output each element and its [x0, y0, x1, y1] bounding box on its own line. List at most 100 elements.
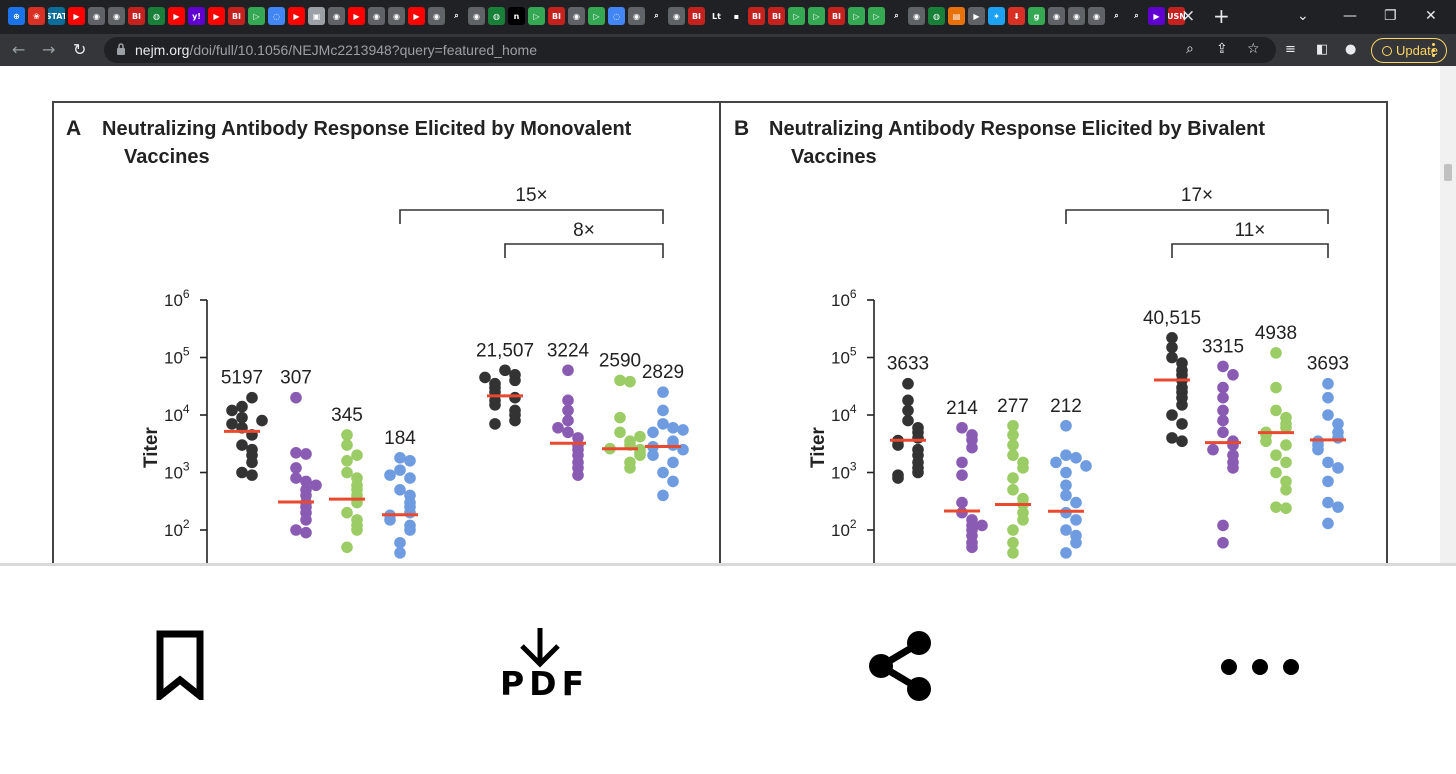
tab-favicon[interactable]: ◌ [608, 7, 625, 25]
tab-favicon[interactable]: BI [828, 7, 845, 25]
tab-favicon[interactable]: ⌕ [888, 7, 905, 25]
tab-favicon[interactable]: ◍ [488, 7, 505, 25]
tab-favicon[interactable]: ◌ [268, 7, 285, 25]
address-bar[interactable]: nejm.org/doi/full/10.1056/NEJMc2213948?q… [104, 37, 1276, 63]
tab-favicon[interactable]: ◉ [1048, 7, 1065, 25]
reading-list-icon[interactable]: ≡ [1285, 42, 1296, 57]
bookmark-button[interactable] [156, 630, 204, 704]
share-button[interactable] [866, 630, 936, 706]
tab-favicon[interactable]: ◍ [928, 7, 945, 25]
reload-icon[interactable]: ↻ [73, 40, 87, 59]
tab-favicon[interactable]: BI [548, 7, 565, 25]
bookmark-star-icon[interactable]: ☆ [1247, 41, 1260, 57]
tab-favicon[interactable]: g [1028, 7, 1045, 25]
tab-favicon[interactable]: ▶ [408, 7, 425, 25]
data-point [1007, 449, 1019, 461]
back-icon[interactable]: ← [12, 40, 26, 59]
tab-favicon[interactable]: n [508, 7, 525, 25]
tab-favicon[interactable]: ▪ [728, 7, 745, 25]
tab-favicon[interactable]: ◉ [468, 7, 485, 25]
tab-favicon[interactable]: ▶ [288, 7, 305, 25]
forward-icon[interactable]: → [42, 40, 56, 59]
tab-favicon[interactable]: ◉ [328, 7, 345, 25]
tab-favicon[interactable]: ▶ [168, 7, 185, 25]
tab-favicon[interactable]: ◉ [1068, 7, 1085, 25]
tab-favicon[interactable]: BI [768, 7, 785, 25]
share-page-icon[interactable]: ⇪ [1216, 41, 1228, 57]
tab-favicon[interactable]: ◍ [148, 7, 165, 25]
data-point [562, 426, 574, 439]
tab-favicon[interactable]: STAT [48, 7, 65, 25]
tab-favicon[interactable]: ◉ [628, 7, 645, 25]
side-panel-icon[interactable]: ◧ [1316, 42, 1329, 57]
tab-favicon[interactable]: ◉ [668, 7, 685, 25]
data-point [1322, 391, 1334, 404]
browser-menu-icon[interactable] [1432, 43, 1436, 57]
tab-favicon[interactable]: USN [1168, 7, 1185, 25]
median-value-label: 345 [331, 405, 363, 426]
tab-favicon[interactable]: ◉ [428, 7, 445, 25]
tab-favicon[interactable]: Lt [708, 7, 725, 25]
tab-favicon[interactable]: ▤ [948, 7, 965, 25]
tab-favicon[interactable]: ▶ [208, 7, 225, 25]
tab-favicon[interactable]: ◉ [388, 7, 405, 25]
close-tab-icon[interactable]: × [1181, 6, 1196, 26]
tab-favicon[interactable]: ▣ [308, 7, 325, 25]
tab-favicon[interactable]: ▶ [348, 7, 365, 25]
minimize-icon[interactable]: — [1343, 8, 1357, 24]
data-point [1270, 404, 1282, 417]
tab-favicon[interactable]: ◉ [108, 7, 125, 25]
tab-favicon[interactable]: ◉ [908, 7, 925, 25]
tab-favicon[interactable]: BI [228, 7, 245, 25]
more-options-button[interactable] [1218, 656, 1304, 682]
tab-search-icon[interactable]: ⌄ [1297, 8, 1309, 24]
data-point [300, 514, 312, 526]
tab-favicon[interactable]: ◉ [1088, 7, 1105, 25]
tab-favicon[interactable]: ▷ [588, 7, 605, 25]
tab-favicon[interactable]: ◉ [368, 7, 385, 25]
tab-favicon[interactable]: ▷ [808, 7, 825, 25]
scrollbar-thumb[interactable] [1444, 164, 1452, 181]
tab-favicon[interactable]: ▷ [788, 7, 805, 25]
tab-favicon[interactable]: ⌕ [1128, 7, 1145, 25]
update-button[interactable]: Update [1371, 38, 1447, 63]
close-window-icon[interactable]: ✕ [1425, 8, 1437, 24]
tab-favicon[interactable]: BI [128, 7, 145, 25]
data-point [634, 449, 646, 461]
new-tab-button[interactable]: + [1213, 4, 1230, 28]
tab-favicon[interactable]: ▶ [68, 7, 85, 25]
zoom-icon[interactable]: ⌕ [1186, 41, 1194, 57]
tab-favicon[interactable]: ❀ [28, 7, 45, 25]
tab-favicon[interactable]: ⬇ [1008, 7, 1025, 25]
tab-favicon[interactable]: ◉ [88, 7, 105, 25]
tab-favicon[interactable]: BI [748, 7, 765, 25]
tab-favicon[interactable]: ▷ [868, 7, 885, 25]
data-point [1322, 475, 1334, 488]
tab-favicon[interactable]: y! [188, 7, 205, 25]
data-point [509, 374, 521, 387]
tab-favicon[interactable]: BI [688, 7, 705, 25]
tab-favicon[interactable]: ⊕ [8, 7, 25, 25]
data-point [647, 449, 659, 461]
data-point [236, 411, 248, 424]
page-scrollbar[interactable] [1440, 66, 1456, 563]
data-point [1007, 429, 1019, 441]
tab-favicon[interactable]: ⌕ [1108, 7, 1125, 25]
tab-favicon[interactable]: ▶ [1148, 7, 1165, 25]
tab-favicon[interactable]: ✦ [988, 7, 1005, 25]
restore-icon[interactable]: ❐ [1384, 8, 1397, 24]
median-value-label: 212 [1050, 396, 1082, 417]
tab-favicon[interactable]: ⌕ [648, 7, 665, 25]
data-point [1217, 536, 1229, 549]
tab-favicon[interactable]: ▷ [528, 7, 545, 25]
data-point [667, 456, 679, 469]
data-point [341, 541, 353, 554]
browser-toolbar: ← → ↻ nejm.org/doi/full/10.1056/NEJMc221… [0, 34, 1456, 66]
tab-favicon[interactable]: ▷ [848, 7, 865, 25]
tab-favicon[interactable]: ◉ [568, 7, 585, 25]
pdf-download-button[interactable]: PDF [498, 626, 584, 710]
tab-favicon[interactable]: ⌕ [448, 7, 465, 25]
profile-icon[interactable]: ● [1345, 42, 1357, 57]
tab-favicon[interactable]: ▶ [968, 7, 985, 25]
tab-favicon[interactable]: ▷ [248, 7, 265, 25]
